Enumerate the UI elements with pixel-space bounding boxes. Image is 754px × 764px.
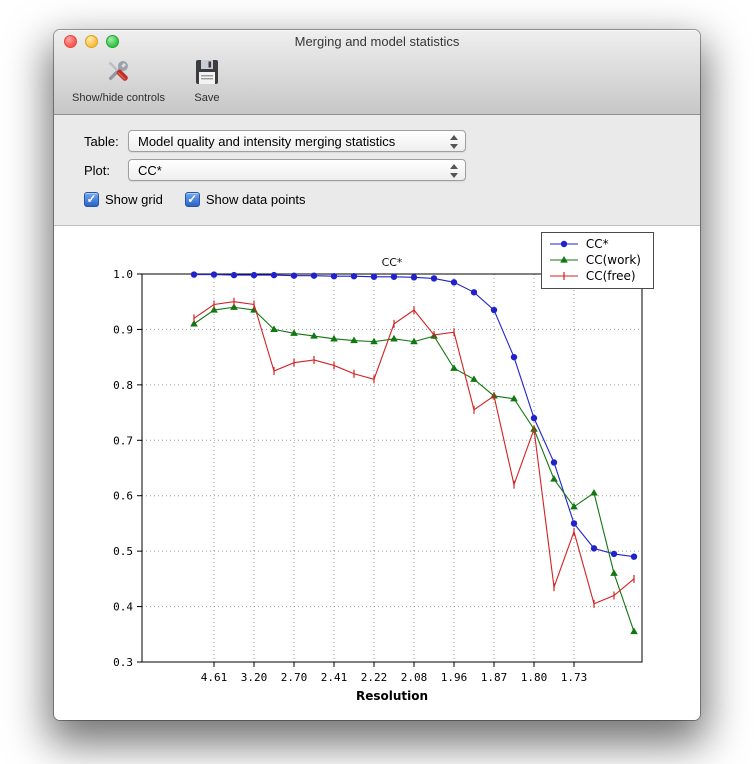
legend-label: CC(free): [585, 269, 636, 283]
svg-text:3.20: 3.20: [241, 671, 268, 684]
chart-area: 0.3 0.4 0.5 0.6 0.7 0.8 0.9 1.0 4.61 3.20 2.70 2.41…: [54, 226, 700, 720]
svg-text:1.73: 1.73: [561, 671, 588, 684]
titlebar[interactable]: Merging and model statistics: [54, 30, 700, 54]
legend-marker-icon: [549, 256, 578, 263]
show-grid-checkbox[interactable]: ✓ Show grid: [84, 191, 163, 207]
svg-text:CC*: CC*: [382, 256, 403, 269]
svg-text:4.61: 4.61: [201, 671, 228, 684]
controls-panel: Table: Model quality and intensity mergi…: [54, 115, 700, 226]
svg-text:2.08: 2.08: [401, 671, 428, 684]
chart-legend: CC* CC(work) CC(free): [540, 232, 654, 289]
checkbox-checked-icon: ✓: [84, 191, 99, 207]
svg-text:1.96: 1.96: [441, 671, 468, 684]
chart-canvas: 0.3 0.4 0.5 0.6 0.7 0.8 0.9 1.0 4.61 3.20 2.70 2.41…: [113, 256, 643, 703]
traffic-lights: [64, 35, 119, 48]
show-hide-controls-button[interactable]: Show/hide controls: [68, 56, 169, 105]
legend-label: CC(work): [585, 253, 641, 267]
table-select[interactable]: Model quality and intensity merging stat…: [128, 130, 466, 152]
legend-item: CC(free): [549, 269, 641, 283]
save-icon: [195, 60, 218, 84]
toolbar-item-label: Show/hide controls: [72, 92, 165, 104]
zoom-button[interactable]: [106, 35, 119, 48]
table-select-value: Model quality and intensity merging stat…: [138, 133, 396, 149]
plot-select-value: CC*: [138, 162, 162, 178]
svg-text:0.8: 0.8: [113, 379, 133, 392]
tools-icon: [109, 61, 129, 81]
svg-text:1.87: 1.87: [481, 671, 508, 684]
svg-text:1.0: 1.0: [113, 268, 133, 281]
plot-row: Plot: CC*: [54, 158, 700, 182]
svg-text:0.3: 0.3: [113, 656, 133, 669]
svg-text:2.41: 2.41: [321, 671, 348, 684]
checkbox-row: ✓ Show grid ✓ Show data points: [54, 187, 700, 211]
plot-label: Plot:: [84, 162, 111, 178]
legend-marker-icon: [549, 272, 578, 280]
minimize-button[interactable]: [85, 35, 98, 48]
table-row: Table: Model quality and intensity mergi…: [54, 129, 700, 153]
checkbox-label: Show data points: [205, 191, 306, 207]
toolbar: Show/hide controls Save: [54, 54, 700, 114]
svg-text:0.4: 0.4: [113, 601, 133, 614]
close-button[interactable]: [64, 35, 77, 48]
svg-text:2.70: 2.70: [281, 671, 308, 684]
checkbox-checked-icon: ✓: [184, 191, 200, 207]
legend-item: CC*: [549, 237, 641, 251]
stepper-arrows-icon: [449, 163, 459, 179]
window-title: Merging and model statistics: [294, 34, 460, 49]
save-button[interactable]: Save: [187, 56, 227, 105]
window-chrome: Merging and model statistics Show/hide c…: [54, 30, 700, 115]
toolbar-item-label: Save: [194, 92, 220, 104]
table-label: Table:: [84, 133, 119, 149]
checkbox-label: Show grid: [105, 191, 163, 207]
svg-text:Resolution: Resolution: [356, 689, 428, 703]
legend-item: CC(work): [549, 253, 641, 267]
svg-text:0.9: 0.9: [113, 323, 133, 336]
legend-marker-icon: [549, 240, 578, 248]
svg-text:1.80: 1.80: [521, 671, 548, 684]
app-window: Merging and model statistics Show/hide c…: [54, 30, 700, 720]
svg-text:0.7: 0.7: [113, 434, 133, 447]
show-data-points-checkbox[interactable]: ✓ Show data points: [184, 191, 306, 207]
svg-text:0.5: 0.5: [113, 545, 133, 558]
legend-label: CC*: [585, 237, 609, 251]
plot-select[interactable]: CC*: [128, 159, 466, 181]
stepper-arrows-icon: [449, 134, 459, 150]
svg-text:2.22: 2.22: [361, 671, 388, 684]
svg-text:0.6: 0.6: [113, 490, 133, 503]
